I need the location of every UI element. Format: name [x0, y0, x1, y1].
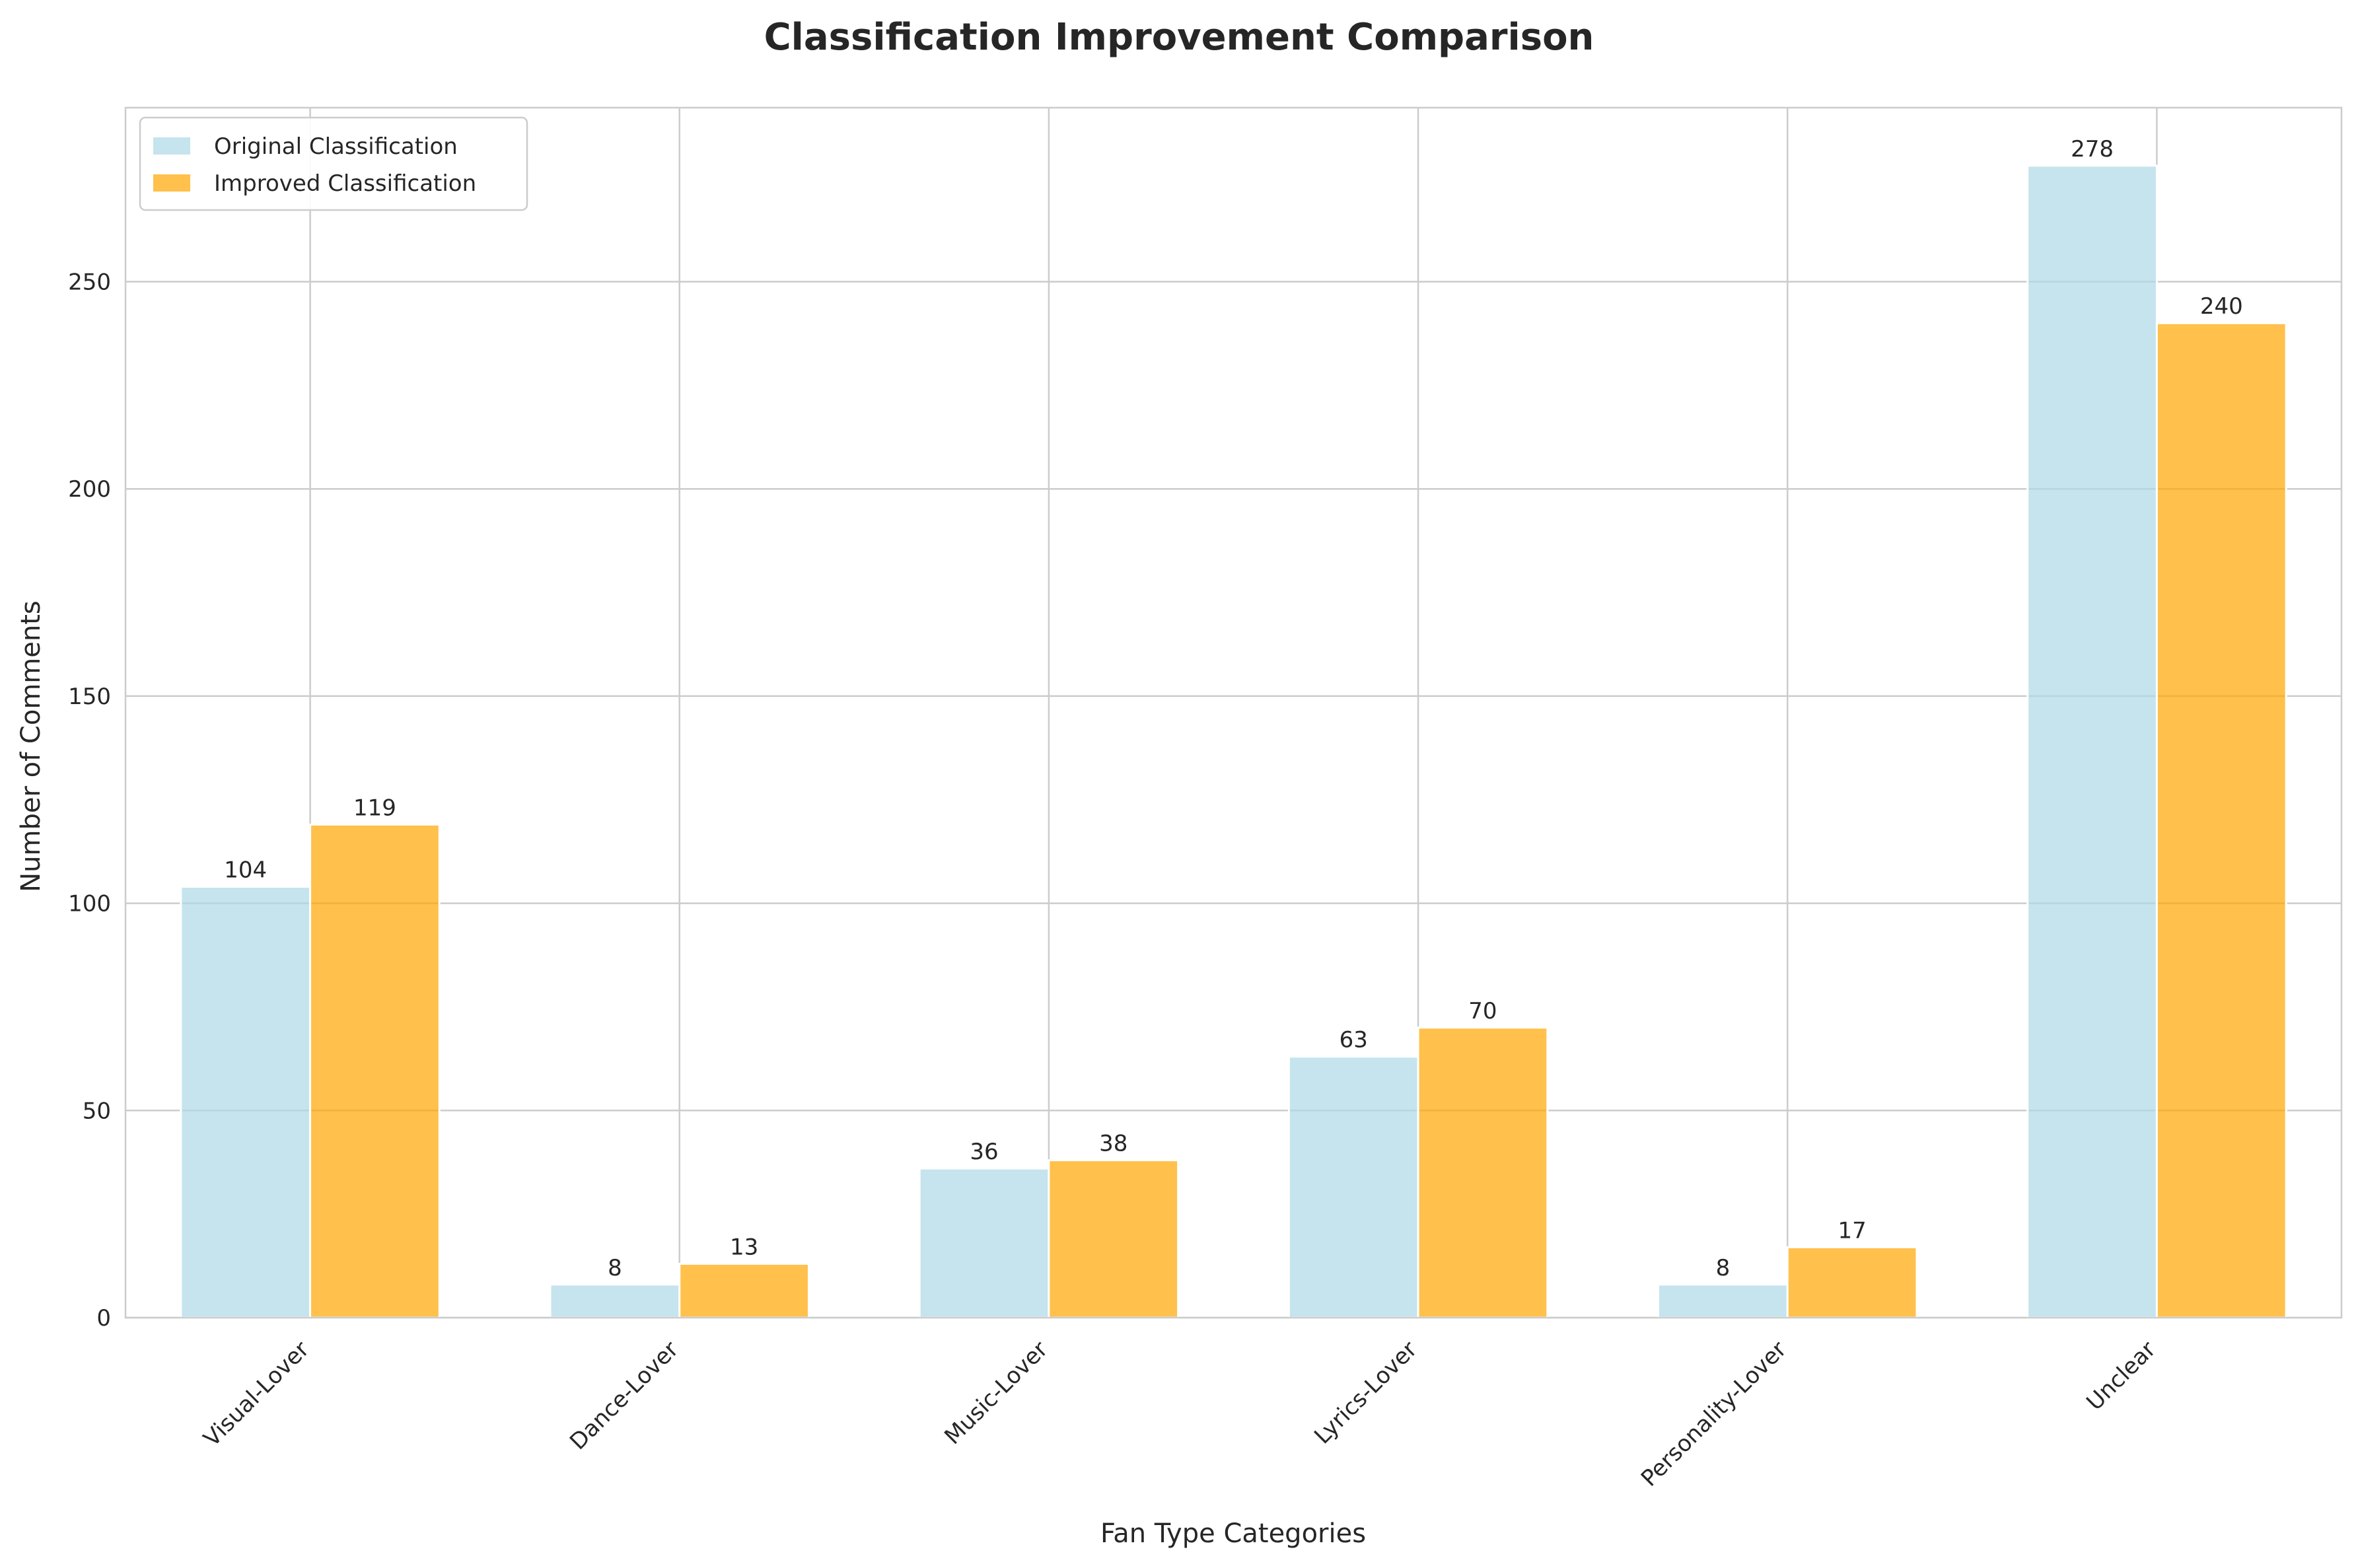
y-axis-label: Number of Comments [16, 600, 46, 892]
original-bar [2026, 164, 2158, 1319]
bar-value-label: 104 [224, 857, 267, 884]
original-bar [549, 1283, 681, 1319]
bar-value-label: 38 [1099, 1131, 1127, 1157]
bar-value-label: 278 [2071, 136, 2114, 162]
data-labels: 104 8 36 63 8 278 119 13 38 70 17 240 [224, 136, 2242, 1281]
y-tick-label: 100 [68, 891, 111, 917]
x-axis-label: Fan Type Categories [1100, 1518, 1366, 1549]
bar-value-label: 70 [1468, 998, 1497, 1024]
bar-value-label: 240 [2200, 293, 2243, 320]
improved-bar [1417, 1026, 1549, 1319]
legend: Original Classification Improved Classifi… [139, 116, 528, 211]
y-tick-label: 150 [68, 684, 111, 710]
legend-swatch-original [153, 137, 190, 155]
bar-value-label: 17 [1838, 1217, 1866, 1244]
improved-bar [678, 1262, 810, 1319]
original-bar [180, 886, 312, 1319]
original-bar [1287, 1055, 1419, 1319]
y-tick-label: 0 [96, 1305, 111, 1332]
chart-title: Classification Improvement Comparison [764, 16, 1594, 59]
improved-bar [1786, 1246, 1918, 1319]
improved-bar [1048, 1159, 1180, 1319]
original-bar [1657, 1283, 1789, 1319]
bar-value-label: 13 [730, 1234, 758, 1260]
bar-value-label: 36 [970, 1139, 998, 1165]
y-tick-label: 50 [83, 1098, 111, 1124]
legend-swatch-improved [153, 174, 190, 192]
improved-bar [2155, 322, 2287, 1319]
legend-label-original: Original Classification [214, 133, 458, 160]
legend-box [139, 116, 528, 211]
plot-frame [124, 106, 2343, 1319]
y-tick-label: 250 [68, 269, 111, 296]
bar-value-label: 119 [353, 795, 396, 821]
improved-bar [309, 823, 441, 1319]
bar-value-label: 8 [1716, 1255, 1731, 1281]
bars [180, 164, 2287, 1319]
original-bar [918, 1167, 1050, 1319]
legend-label-improved: Improved Classification [214, 170, 476, 197]
y-tick-label: 200 [68, 476, 111, 503]
bar-value-label: 8 [608, 1255, 622, 1281]
bar-value-label: 63 [1340, 1027, 1368, 1053]
